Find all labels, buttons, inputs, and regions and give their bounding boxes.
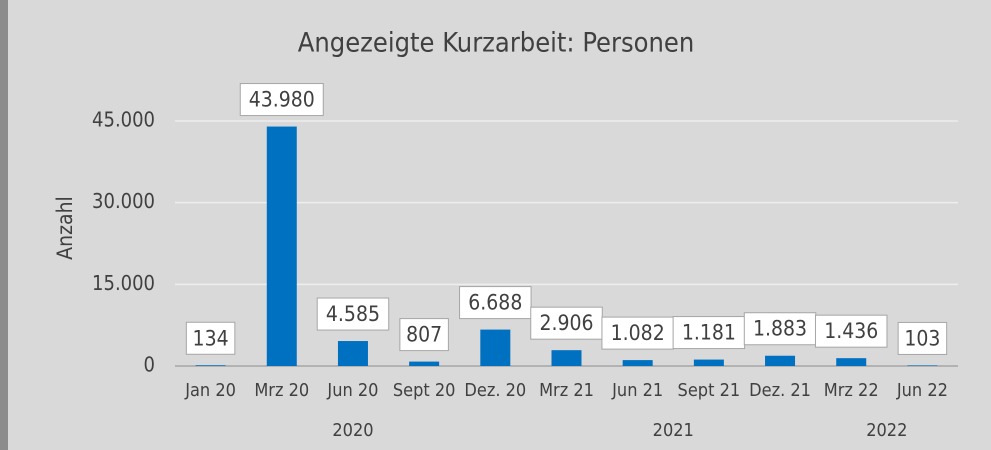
data-label: 1.883: [753, 317, 807, 341]
bar: [622, 360, 653, 366]
data-label: 43.980: [249, 88, 315, 112]
bar: [409, 361, 440, 366]
data-label-box: [316, 297, 390, 331]
data-label-box: [185, 321, 236, 355]
data-label: 1.181: [682, 321, 736, 345]
data-label-box: [897, 321, 948, 355]
bar: [480, 329, 511, 366]
x-tick-label: Jun 22: [896, 380, 948, 401]
x-group-label: 2021: [653, 420, 694, 441]
bar: [907, 365, 938, 366]
x-group-label: 2020: [332, 420, 373, 441]
bar: [551, 350, 582, 366]
x-tick-label: Mrz 21: [539, 380, 594, 401]
x-tick-label: Sept 21: [678, 380, 741, 401]
data-label-box: [239, 83, 324, 117]
data-label-box: [459, 286, 532, 320]
y-tick-label: 30.000: [92, 189, 155, 213]
bar: [836, 358, 867, 366]
data-label-box: [814, 314, 888, 348]
left-border: [0, 0, 8, 450]
data-label-box: [399, 318, 449, 352]
data-label: 4.585: [326, 302, 380, 326]
bar: [337, 341, 368, 366]
x-tick-label: Jun 21: [611, 380, 663, 401]
x-tick-label: Dez. 20: [464, 380, 526, 401]
x-group-label: 2022: [866, 420, 907, 441]
data-label: 1.436: [824, 319, 878, 343]
data-label-box: [743, 312, 817, 346]
bar: [266, 126, 297, 366]
x-tick-label: Sept 20: [393, 380, 456, 401]
data-label: 6.688: [468, 291, 522, 315]
x-tick-label: Mrz 20: [254, 380, 309, 401]
data-label: 2.906: [539, 311, 593, 335]
y-tick-label: 45.000: [92, 108, 155, 132]
x-tick-label: Jan 20: [184, 380, 236, 401]
x-tick-label: Jun 20: [326, 380, 378, 401]
y-tick-label: 15.000: [92, 271, 155, 295]
bar: [195, 365, 226, 366]
x-tick-label: Dez. 21: [749, 380, 811, 401]
y-tick-label: 0: [144, 353, 155, 377]
bar: [765, 355, 796, 366]
data-label: 807: [406, 323, 442, 347]
y-axis-label: Anzahl: [53, 196, 77, 260]
data-label-box: [530, 306, 603, 340]
data-label: 1.082: [611, 321, 665, 345]
data-label: 103: [904, 326, 940, 350]
chart-title: Angezeigte Kurzarbeit: Personen: [298, 28, 694, 59]
bar: [693, 359, 724, 366]
x-tick-label: Mrz 22: [824, 380, 879, 401]
data-label: 134: [193, 326, 229, 350]
